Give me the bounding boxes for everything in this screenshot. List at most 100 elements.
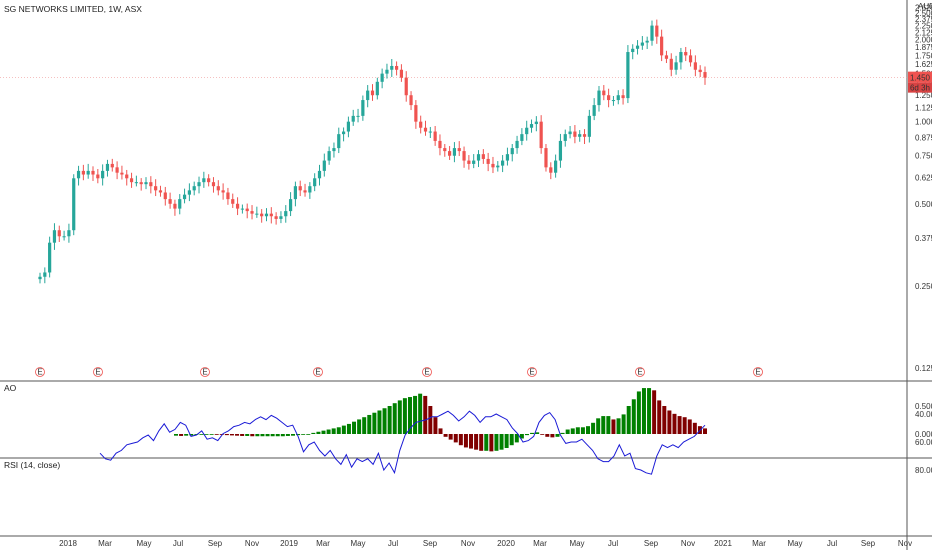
- candle-body[interactable]: [616, 95, 620, 101]
- ao-bar[interactable]: [392, 403, 397, 434]
- candle-body[interactable]: [105, 163, 110, 171]
- ao-bar[interactable]: [682, 417, 687, 434]
- candle-body[interactable]: [245, 208, 249, 212]
- candle-body[interactable]: [438, 140, 442, 149]
- ao-bar[interactable]: [616, 418, 621, 434]
- candle-body[interactable]: [554, 160, 558, 173]
- ao-bar[interactable]: [179, 434, 184, 436]
- candle-body[interactable]: [43, 272, 47, 277]
- candle-body[interactable]: [486, 158, 490, 164]
- ao-bar[interactable]: [311, 432, 316, 434]
- candle-body[interactable]: [149, 182, 153, 187]
- candle-body[interactable]: [390, 65, 394, 70]
- candle-body[interactable]: [515, 140, 519, 149]
- candle-body[interactable]: [279, 216, 283, 219]
- candle-body[interactable]: [399, 69, 404, 78]
- ao-bar[interactable]: [580, 427, 585, 434]
- candle-body[interactable]: [467, 160, 471, 164]
- candle-body[interactable]: [419, 121, 423, 128]
- ao-bar[interactable]: [662, 406, 667, 434]
- ao-bar[interactable]: [174, 434, 178, 436]
- ao-bar[interactable]: [535, 432, 540, 434]
- candle-body[interactable]: [168, 199, 172, 204]
- candle-body[interactable]: [510, 148, 514, 155]
- candle-body[interactable]: [448, 151, 452, 156]
- ao-bar[interactable]: [306, 434, 311, 435]
- candle-body[interactable]: [660, 36, 664, 56]
- candle-body[interactable]: [346, 121, 351, 132]
- candle-body[interactable]: [216, 186, 220, 191]
- candle-body[interactable]: [110, 163, 114, 168]
- candle-body[interactable]: [221, 190, 225, 193]
- candle-body[interactable]: [197, 182, 201, 187]
- ao-bar[interactable]: [336, 427, 341, 434]
- ao-bar[interactable]: [631, 399, 636, 434]
- ao-bar[interactable]: [352, 421, 357, 434]
- candle-body[interactable]: [597, 90, 601, 106]
- ao-bar[interactable]: [545, 434, 550, 437]
- candle-body[interactable]: [698, 69, 702, 73]
- ao-bar[interactable]: [575, 427, 580, 434]
- ao-bar[interactable]: [245, 434, 250, 436]
- candle-body[interactable]: [231, 199, 235, 204]
- candle-body[interactable]: [549, 167, 553, 173]
- candle-body[interactable]: [645, 40, 649, 43]
- candle-body[interactable]: [327, 151, 331, 161]
- candle-body[interactable]: [472, 160, 476, 164]
- candle-body[interactable]: [703, 72, 707, 78]
- ao-bar[interactable]: [636, 391, 641, 434]
- ao-bar[interactable]: [219, 434, 224, 435]
- ao-bar[interactable]: [402, 398, 407, 434]
- candle-body[interactable]: [361, 100, 365, 116]
- ao-bar[interactable]: [519, 434, 524, 439]
- ao-bar[interactable]: [382, 408, 387, 434]
- candle-body[interactable]: [568, 131, 572, 135]
- ao-bar[interactable]: [260, 434, 265, 437]
- ao-bar[interactable]: [301, 434, 306, 435]
- ao-bar[interactable]: [397, 400, 402, 434]
- ao-bar[interactable]: [647, 388, 652, 434]
- ao-bar[interactable]: [372, 412, 377, 434]
- candle-body[interactable]: [544, 148, 548, 168]
- candle-body[interactable]: [563, 134, 567, 141]
- candle-body[interactable]: [125, 174, 129, 179]
- ao-bar[interactable]: [204, 434, 209, 435]
- candle-body[interactable]: [650, 25, 654, 41]
- ao-bar[interactable]: [275, 434, 280, 437]
- candle-body[interactable]: [154, 186, 158, 191]
- candle-body[interactable]: [626, 52, 630, 99]
- ao-bar[interactable]: [199, 434, 204, 435]
- candle-body[interactable]: [298, 186, 302, 191]
- ao-bar[interactable]: [687, 419, 692, 434]
- ao-bar[interactable]: [479, 434, 484, 451]
- candle-body[interactable]: [255, 213, 259, 215]
- ao-bar[interactable]: [229, 434, 234, 436]
- candle-body[interactable]: [520, 134, 524, 141]
- ao-bar[interactable]: [326, 429, 331, 434]
- candle-body[interactable]: [67, 230, 71, 237]
- candle-body[interactable]: [187, 190, 191, 195]
- ao-bar[interactable]: [362, 417, 367, 434]
- candle-body[interactable]: [48, 242, 52, 273]
- candle-body[interactable]: [607, 95, 611, 101]
- ao-bar[interactable]: [591, 422, 596, 434]
- candle-body[interactable]: [558, 140, 563, 161]
- ao-bar[interactable]: [514, 434, 519, 443]
- candle-body[interactable]: [288, 199, 293, 212]
- ao-bar[interactable]: [530, 432, 535, 434]
- ao-bar[interactable]: [331, 428, 336, 434]
- ao-bar[interactable]: [428, 406, 433, 434]
- ao-bar[interactable]: [240, 434, 245, 436]
- ao-bar[interactable]: [621, 414, 626, 434]
- earnings-marker-icon[interactable]: [35, 367, 45, 377]
- candle-body[interactable]: [284, 211, 288, 217]
- ao-bar[interactable]: [341, 425, 346, 434]
- candle-body[interactable]: [370, 90, 375, 96]
- candle-body[interactable]: [501, 160, 505, 166]
- candle-body[interactable]: [457, 148, 461, 152]
- earnings-marker-icon[interactable]: [527, 367, 537, 377]
- candle-body[interactable]: [693, 62, 697, 70]
- ao-bar[interactable]: [458, 434, 463, 446]
- ao-bar[interactable]: [377, 410, 382, 434]
- earnings-marker-icon[interactable]: [313, 367, 323, 377]
